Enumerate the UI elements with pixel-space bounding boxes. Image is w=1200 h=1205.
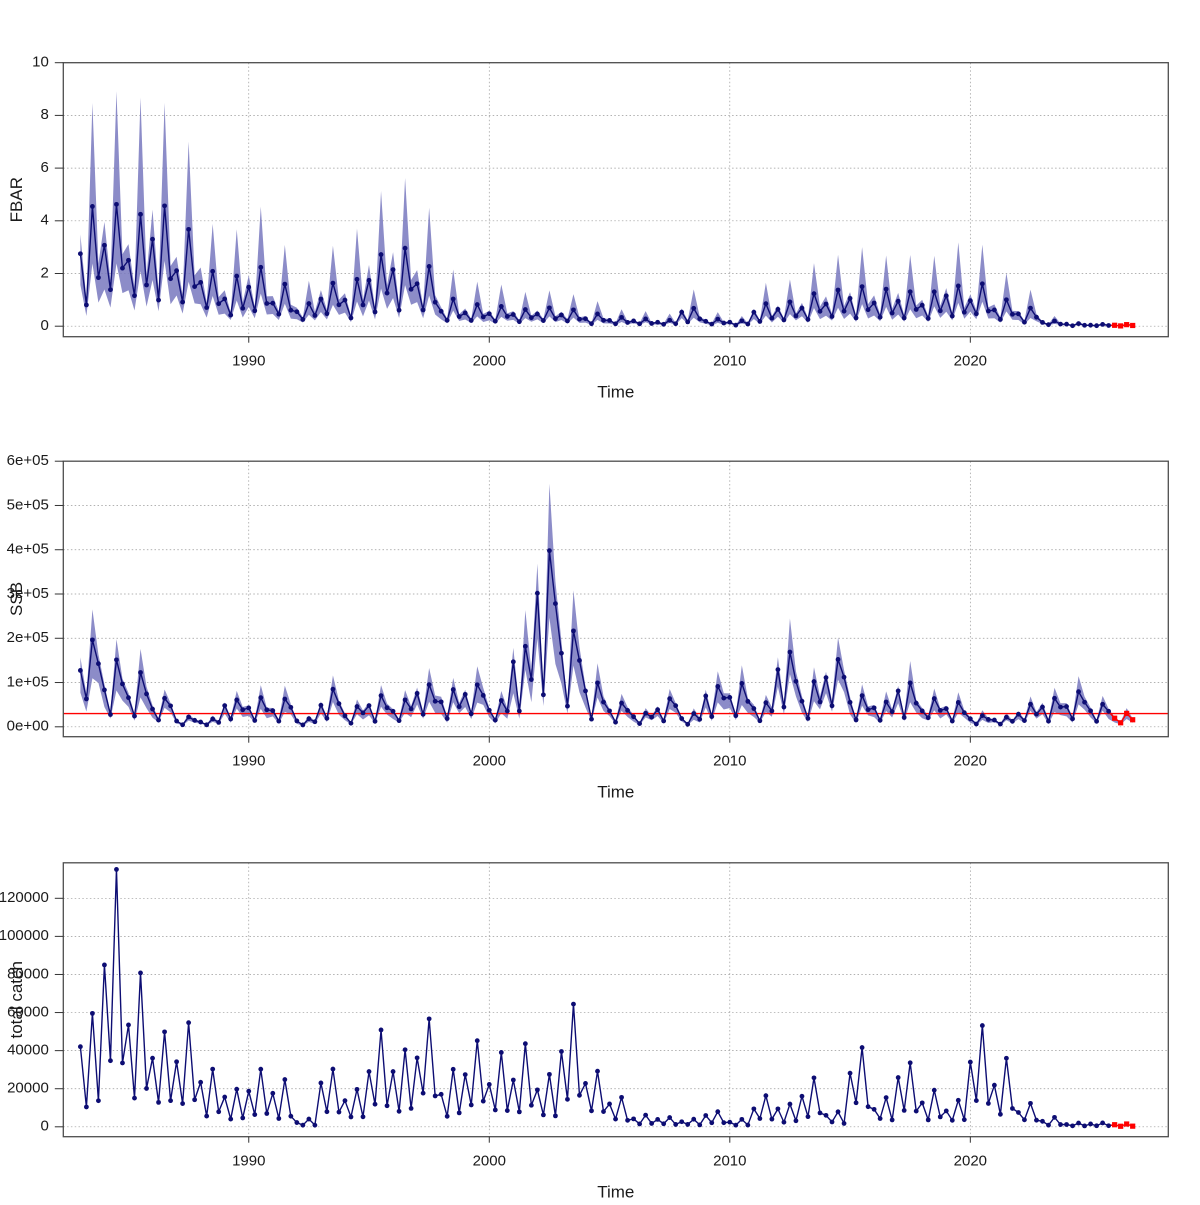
svg-text:2010: 2010: [713, 753, 746, 770]
svg-text:FBAR: FBAR: [7, 177, 26, 222]
svg-text:0: 0: [40, 317, 48, 334]
svg-text:40000: 40000: [7, 1041, 49, 1058]
svg-text:2000: 2000: [473, 353, 506, 370]
svg-text:2010: 2010: [713, 353, 746, 370]
svg-text:4: 4: [40, 212, 48, 229]
svg-text:2e+05: 2e+05: [7, 629, 49, 646]
svg-text:0: 0: [40, 1118, 48, 1135]
svg-text:10: 10: [32, 54, 49, 71]
svg-text:0e+00: 0e+00: [7, 718, 49, 735]
svg-text:4e+05: 4e+05: [7, 541, 49, 558]
svg-text:2000: 2000: [473, 753, 506, 770]
svg-text:100000: 100000: [0, 927, 49, 944]
svg-text:Time: Time: [597, 383, 634, 402]
svg-text:Time: Time: [597, 1183, 634, 1200]
svg-text:2020: 2020: [954, 1153, 987, 1170]
svg-text:2: 2: [40, 264, 48, 281]
svg-text:1990: 1990: [232, 353, 265, 370]
svg-text:8: 8: [40, 106, 48, 123]
svg-text:1e+05: 1e+05: [7, 673, 49, 690]
svg-text:total catch: total catch: [7, 961, 26, 1039]
svg-text:2010: 2010: [713, 1153, 746, 1170]
svg-text:6e+05: 6e+05: [7, 452, 49, 469]
svg-text:SSB: SSB: [7, 582, 26, 616]
svg-text:20000: 20000: [7, 1080, 49, 1097]
svg-text:5e+05: 5e+05: [7, 496, 49, 513]
svg-text:2020: 2020: [954, 353, 987, 370]
svg-text:2020: 2020: [954, 753, 987, 770]
svg-text:2000: 2000: [473, 1153, 506, 1170]
svg-text:Time: Time: [597, 783, 634, 802]
svg-text:120000: 120000: [0, 889, 49, 906]
svg-text:6: 6: [40, 159, 48, 176]
svg-text:1990: 1990: [232, 753, 265, 770]
svg-text:1990: 1990: [232, 1153, 265, 1170]
